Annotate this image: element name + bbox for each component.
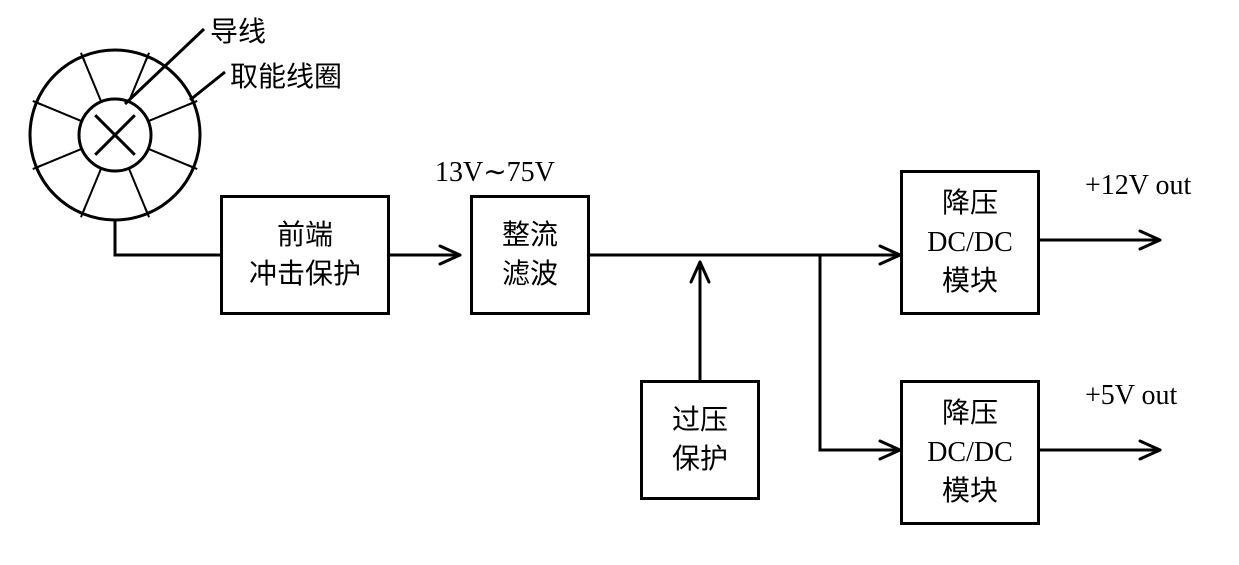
block-dcdc-5v: 降压 DC/DC 模块 — [900, 380, 1040, 525]
block-dcdc-5v-label: 降压 DC/DC 模块 — [927, 394, 1013, 512]
block-rectifier: 整流 滤波 — [470, 195, 590, 315]
wire-label: 导线 — [210, 10, 266, 50]
block-overvoltage: 过压 保护 — [640, 380, 760, 500]
coil-label: 取能线圈 — [230, 55, 342, 95]
block-dcdc-12v: 降压 DC/DC 模块 — [900, 170, 1040, 315]
block-front-protection: 前端 冲击保护 — [220, 195, 390, 315]
diagram-canvas — [0, 0, 1239, 565]
block-front-protection-label: 前端 冲击保护 — [249, 216, 361, 294]
voltage-label: 13V∼75V — [435, 155, 555, 189]
output-12v-label: +12V out — [1085, 170, 1191, 202]
block-rectifier-label: 整流 滤波 — [502, 216, 558, 294]
block-dcdc-12v-label: 降压 DC/DC 模块 — [927, 184, 1013, 302]
output-5v-label: +5V out — [1085, 380, 1177, 412]
block-overvoltage-label: 过压 保护 — [672, 401, 728, 479]
